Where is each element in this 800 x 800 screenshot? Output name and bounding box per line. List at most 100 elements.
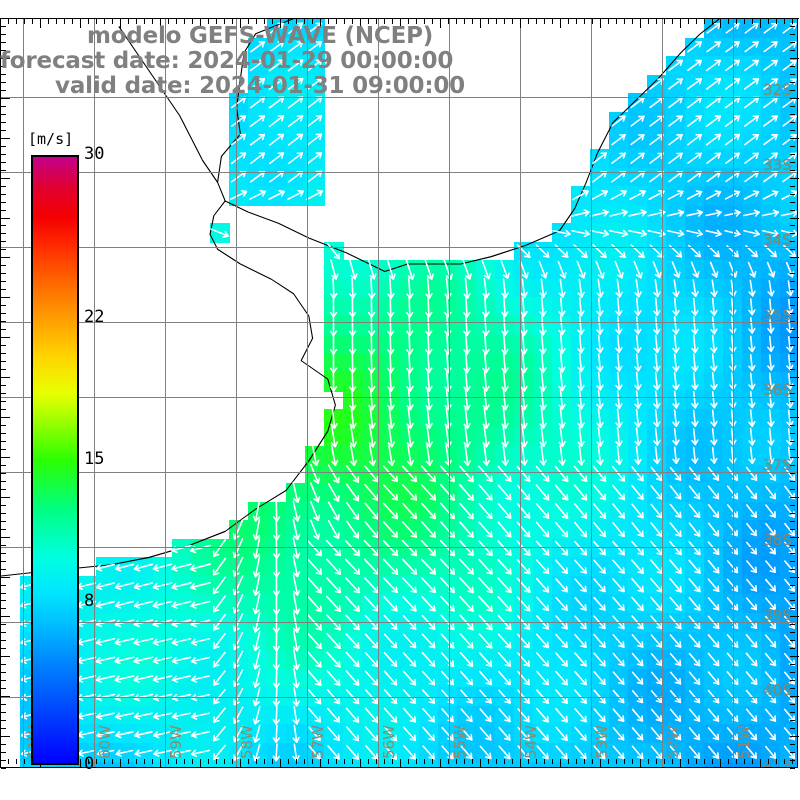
axis-tick (790, 696, 799, 698)
axis-tick (136, 19, 137, 24)
axis-tick (790, 177, 799, 179)
lon-label: 55W (451, 725, 469, 759)
axis-tick (96, 759, 97, 764)
axis-tick (1, 440, 6, 442)
gridline-lon (378, 19, 379, 767)
axis-tick (320, 19, 321, 28)
axis-tick (1, 640, 6, 642)
axis-tick (688, 759, 689, 764)
axis-tick (1, 480, 6, 482)
axis-tick (1, 113, 6, 115)
axis-tick (480, 759, 481, 768)
axis-tick (790, 728, 795, 730)
axis-tick (288, 759, 289, 764)
axis-tick (144, 19, 145, 24)
axis-tick (648, 759, 649, 764)
axis-tick (790, 576, 799, 578)
axis-tick (790, 233, 795, 235)
axis-tick (790, 369, 795, 371)
gridline-lon (94, 19, 95, 767)
axis-tick (600, 19, 601, 28)
axis-tick (720, 759, 721, 768)
map-plot-area[interactable]: 32S33S34S35S36S37S38S39S40S41S61W60W59W5… (0, 18, 798, 768)
axis-tick (352, 759, 353, 764)
lon-label: 52W (664, 725, 682, 759)
axis-tick (152, 19, 153, 24)
axis-tick (790, 440, 795, 442)
axis-tick (224, 759, 225, 764)
axis-tick (1, 728, 6, 730)
axis-tick (432, 759, 433, 764)
axis-tick (1, 321, 6, 323)
axis-tick (400, 759, 401, 768)
axis-tick (264, 19, 265, 24)
axis-tick (790, 65, 795, 67)
axis-tick (790, 201, 795, 203)
axis-tick (160, 759, 161, 768)
axis-tick (384, 759, 385, 764)
axis-tick (790, 153, 795, 155)
lat-label: 33S (763, 156, 792, 174)
axis-tick (448, 19, 449, 24)
colorbar[interactable] (31, 155, 79, 765)
axis-ticks-right (790, 18, 799, 769)
axis-tick (790, 472, 795, 474)
axis-tick (544, 759, 545, 764)
axis-tick (790, 161, 795, 163)
axis-tick (790, 225, 795, 227)
axis-tick (368, 19, 369, 24)
axis-tick (672, 19, 673, 24)
axis-tick (790, 73, 795, 75)
axis-tick (240, 19, 241, 28)
axis-tick (432, 19, 433, 24)
axis-tick (224, 19, 225, 24)
gridline-lon (520, 19, 521, 767)
gridline-lon (662, 19, 663, 767)
axis-ticks-top (0, 19, 800, 28)
axis-tick (1, 265, 6, 267)
axis-tick (790, 313, 795, 315)
axis-tick (1, 177, 10, 179)
axis-tick (232, 19, 233, 24)
axis-tick (352, 19, 353, 24)
axis-tick (424, 759, 425, 764)
axis-tick (1, 512, 6, 514)
axis-tick (790, 512, 795, 514)
axis-tick (1, 73, 6, 75)
axis-tick (464, 19, 465, 24)
axis-tick (790, 321, 795, 323)
axis-tick (1, 744, 6, 746)
axis-tick (664, 759, 665, 764)
axis-tick (80, 19, 81, 28)
axis-tick (790, 568, 795, 570)
axis-tick (1, 217, 10, 219)
axis-tick (120, 19, 121, 28)
axis-tick (416, 759, 417, 764)
axis-tick (790, 592, 795, 594)
axis-tick (790, 544, 795, 546)
axis-tick (790, 560, 795, 562)
colorbar-tick-label: 30 (84, 144, 105, 164)
colorbar-tick-label: 22 (84, 306, 105, 327)
axis-tick (790, 49, 795, 51)
axis-tick (216, 19, 217, 24)
axis-tick (790, 185, 795, 187)
gridline-lat (1, 397, 797, 398)
axis-tick (472, 19, 473, 24)
axis-tick (790, 632, 795, 634)
lon-label: 51W (735, 725, 753, 759)
axis-tick (624, 19, 625, 24)
axis-tick (790, 137, 799, 139)
axis-tick (790, 720, 795, 722)
axis-tick (1, 361, 6, 363)
axis-tick (8, 759, 9, 764)
axis-tick (1, 34, 6, 35)
axis-tick (568, 759, 569, 764)
axis-tick (16, 19, 17, 24)
lat-label: 35S (763, 306, 792, 324)
axis-tick (96, 19, 97, 24)
axis-tick (200, 19, 201, 28)
axis-tick (272, 759, 273, 764)
axis-tick (790, 129, 795, 131)
axis-tick (1, 496, 10, 498)
